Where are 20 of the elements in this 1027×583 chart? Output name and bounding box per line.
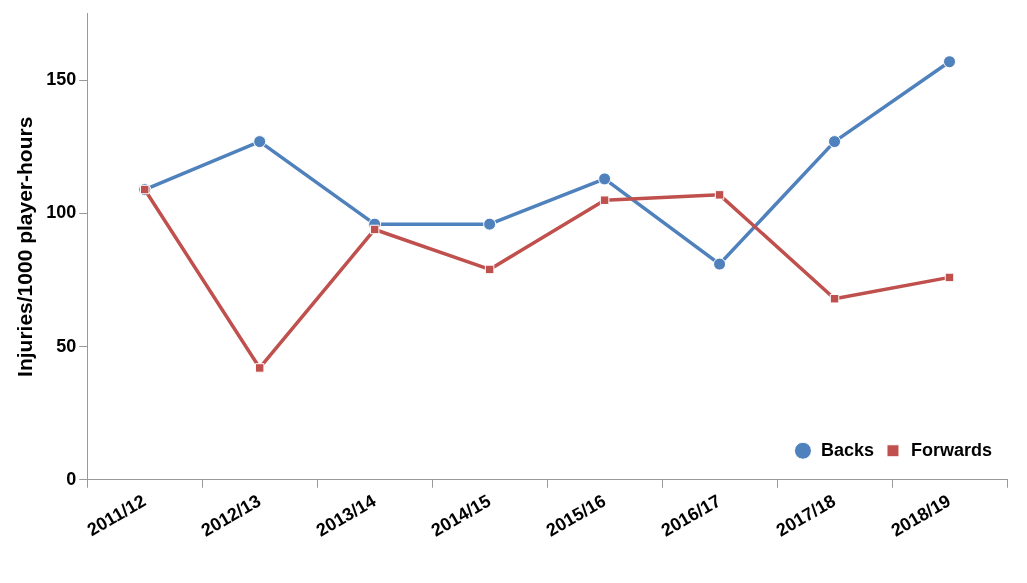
point <box>714 190 725 200</box>
y-axis-title: Injuries/1000 player-hours <box>13 116 37 377</box>
y-tick-label: 50 <box>56 335 77 356</box>
point <box>369 224 380 235</box>
point <box>483 217 497 231</box>
legend-label: Forwards <box>910 439 993 460</box>
y-tick-label: 100 <box>46 202 77 223</box>
y-tick-label: 150 <box>46 69 77 90</box>
point <box>254 363 265 373</box>
point <box>828 135 842 149</box>
point <box>599 195 610 205</box>
point <box>598 172 612 186</box>
point <box>829 293 840 304</box>
point <box>484 264 495 275</box>
legend-label: Backs <box>820 439 874 460</box>
point <box>253 135 267 149</box>
point <box>944 272 955 283</box>
y-tick-label: 0 <box>66 468 77 489</box>
point <box>943 55 957 69</box>
point <box>713 257 727 271</box>
